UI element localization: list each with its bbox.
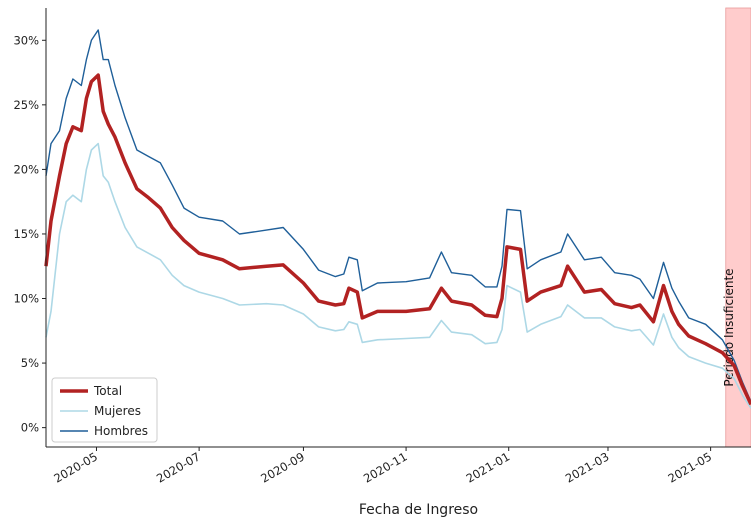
legend: Total Mujeres Hombres [51, 377, 158, 443]
series-lines [44, 29, 751, 409]
legend-box [51, 377, 158, 443]
x-tick-label: 2021-05 [665, 449, 714, 485]
y-tick-label: 20% [13, 162, 39, 176]
x-tick-label: 2021-03 [563, 449, 612, 485]
x-tick-label: 2020-05 [51, 449, 100, 485]
axes [42, 8, 751, 451]
y-tick-label: 5% [21, 356, 39, 370]
y-tick-label: 30% [13, 33, 39, 47]
legend-label-hombres: Hombres [94, 424, 148, 438]
x-tick-label: 2020-11 [361, 449, 410, 485]
series-line-total [44, 73, 751, 406]
legend-label-total: Total [93, 384, 122, 398]
series-line-hombres [45, 29, 751, 403]
x-tick-label: 2021-01 [464, 449, 513, 485]
x-tick-label: 2020-09 [258, 449, 307, 485]
insufficient-period-band: Periodo Insuficiente [722, 7, 751, 448]
y-tick-label: 25% [13, 98, 39, 112]
y-tick-label: 10% [13, 292, 39, 306]
legend-label-mujeres: Mujeres [94, 404, 141, 418]
series-line-mujeres [45, 142, 751, 409]
y-tick-label: 0% [21, 421, 39, 435]
x-axis-label: Fecha de Ingreso [359, 502, 478, 518]
y-tick-label: 15% [13, 227, 39, 241]
x-tick-label: 2020-07 [154, 449, 203, 485]
